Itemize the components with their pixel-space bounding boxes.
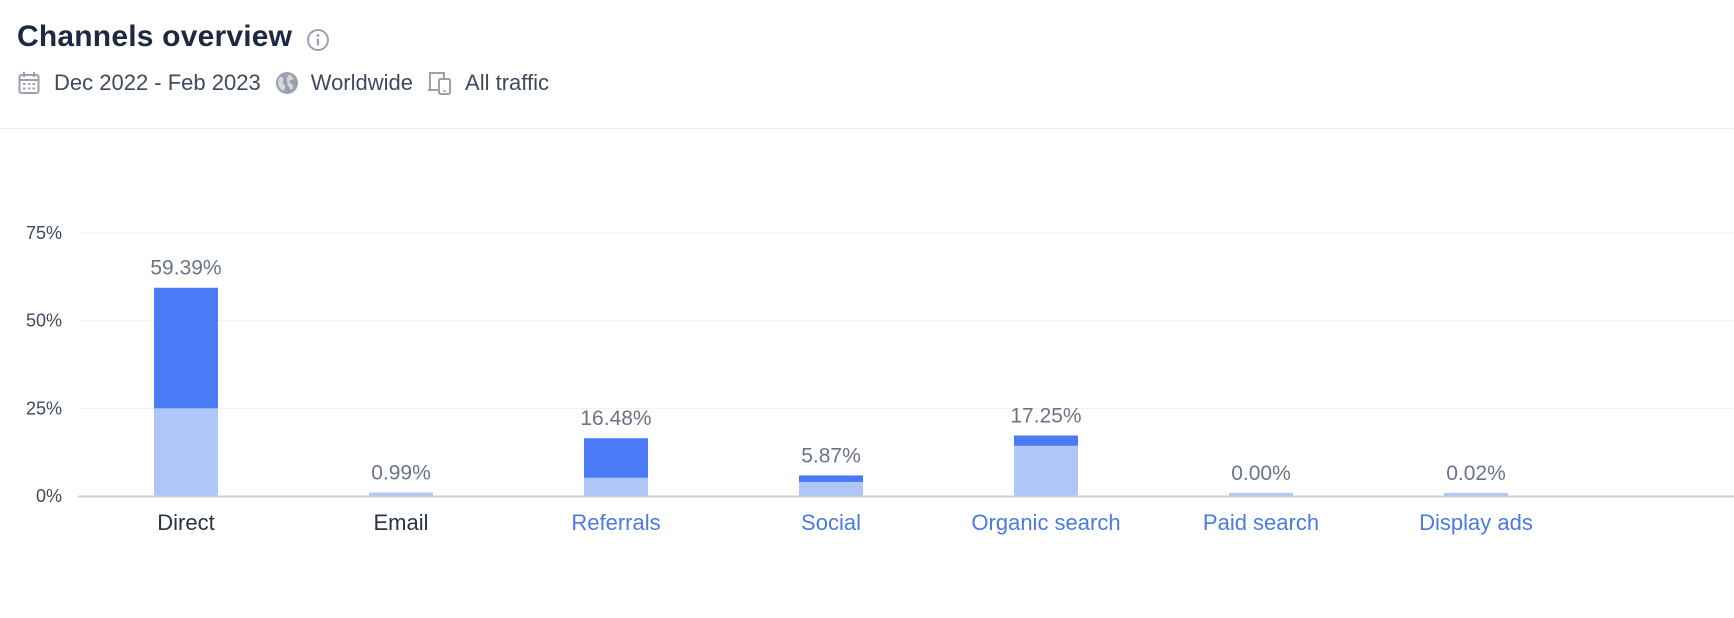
bar-segment[interactable] — [584, 477, 648, 496]
bar-value-label: 17.25% — [1010, 405, 1081, 428]
bar-value-label: 0.00% — [1231, 462, 1291, 485]
category-label[interactable]: Referrals — [571, 510, 660, 535]
globe-icon — [275, 71, 299, 95]
bar-segment[interactable] — [799, 475, 863, 482]
devices-icon — [427, 70, 453, 96]
bar-segment[interactable] — [1014, 445, 1078, 496]
category-label[interactable]: Paid search — [1203, 510, 1319, 535]
bar-value-label: 0.02% — [1446, 462, 1506, 485]
title-row: Channels overview — [17, 20, 330, 54]
region-label: Worldwide — [310, 70, 414, 95]
y-tick-label: 0% — [36, 486, 62, 506]
page-title: Channels overview — [17, 20, 293, 53]
calendar-icon — [18, 71, 40, 95]
category-label[interactable]: Display ads — [1419, 510, 1533, 535]
traffic-filter[interactable]: All traffic — [427, 70, 549, 96]
y-tick-label: 50% — [26, 311, 62, 331]
date-range-filter[interactable]: Dec 2022 - Feb 2023 — [18, 70, 261, 96]
category-label: Direct — [157, 510, 214, 535]
category-label[interactable]: Social — [801, 510, 861, 535]
date-range-label: Dec 2022 - Feb 2023 — [54, 70, 261, 95]
category-label: Email — [373, 510, 428, 535]
filters-bar: Dec 2022 - Feb 2023 Worldwide — [18, 70, 549, 96]
bar-segment[interactable] — [154, 287, 218, 409]
y-tick-label: 75% — [26, 223, 62, 243]
header: Channels overview — [0, 0, 1734, 129]
traffic-label: All traffic — [465, 70, 549, 95]
bar-segment[interactable] — [799, 481, 863, 496]
y-tick-label: 25% — [26, 398, 62, 418]
bar-segment[interactable] — [584, 438, 648, 478]
category-label[interactable]: Organic search — [971, 510, 1120, 535]
bar-segment[interactable] — [1229, 492, 1293, 496]
bar-segment[interactable] — [1014, 435, 1078, 446]
bar-segment[interactable] — [154, 408, 218, 496]
info-icon[interactable] — [306, 28, 330, 52]
bar-value-label: 16.48% — [580, 407, 651, 430]
channels-bar-chart: 0% 25% 50% 75% 59.39% Direct 0.99% Email 16.48% R… — [26, 223, 1734, 535]
bar-value-label: 59.39% — [150, 257, 221, 280]
bar-segment[interactable] — [1444, 492, 1508, 496]
bar-value-label: 0.99% — [371, 462, 431, 485]
region-filter[interactable]: Worldwide — [275, 70, 413, 96]
bar-segment[interactable] — [369, 492, 433, 496]
bar-value-label: 5.87% — [801, 444, 861, 467]
